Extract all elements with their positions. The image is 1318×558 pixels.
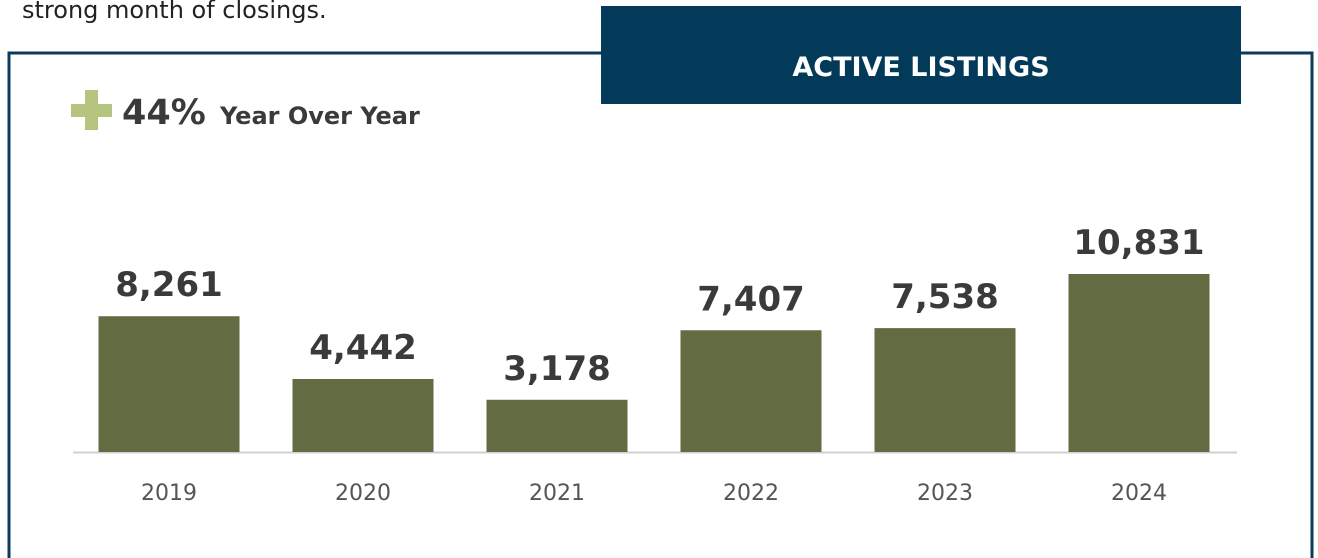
plus-icon [71, 90, 112, 130]
x-tick-label: 2020 [335, 481, 391, 506]
yoy-change: 44% [122, 93, 206, 133]
plus-horizontal [71, 104, 112, 117]
intro-text: strong month of closings. [22, 0, 327, 24]
x-tick-label: 2023 [917, 481, 973, 506]
value-label: 7,407 [697, 279, 805, 319]
value-label: 4,442 [309, 328, 417, 368]
bar [292, 378, 434, 452]
value-label: 10,831 [1073, 223, 1204, 263]
value-label: 8,261 [115, 265, 223, 305]
bar [680, 330, 822, 452]
x-tick-label: 2019 [141, 481, 197, 506]
x-tick-label: 2024 [1111, 481, 1167, 506]
bar [874, 328, 1016, 452]
x-tick-label: 2022 [723, 481, 779, 506]
bar [486, 399, 628, 452]
value-label: 7,538 [891, 277, 999, 317]
chart-title: ACTIVE LISTINGS [792, 52, 1049, 83]
title-banner [601, 6, 1241, 104]
yoy-label: Year Over Year [219, 102, 420, 130]
x-tick-label: 2021 [529, 481, 585, 506]
value-label: 3,178 [503, 349, 611, 389]
bar [98, 316, 240, 452]
bar [1068, 274, 1210, 452]
